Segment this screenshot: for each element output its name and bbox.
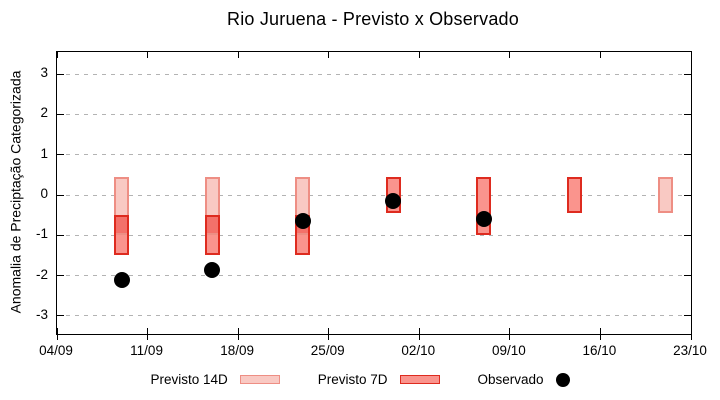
x-tick-label: 16/10 xyxy=(582,343,617,358)
legend-item-previsto-7d: Previsto 7D xyxy=(318,372,440,387)
y-tick-mark-left xyxy=(57,234,64,236)
observado-dot xyxy=(204,261,221,278)
plot-area xyxy=(56,51,692,340)
legend-label-previsto-14d: Previsto 14D xyxy=(150,372,228,387)
y-tick-label: 0 xyxy=(40,186,48,201)
x-tick-mark-bottom xyxy=(599,328,601,340)
y-tick-label: -1 xyxy=(35,226,48,242)
y-tick-label: 2 xyxy=(40,105,48,121)
x-tick-mark-top xyxy=(147,52,149,58)
observado-dot xyxy=(113,271,130,288)
y-tick-mark-right xyxy=(684,113,691,115)
observado-dot-icon xyxy=(555,372,570,387)
previsto-14d-swatch-icon xyxy=(239,375,280,384)
gridline xyxy=(57,154,691,156)
previsto-7d-swatch-icon xyxy=(399,375,440,384)
y-tick-label: 1 xyxy=(40,145,48,161)
y-tick-mark-left xyxy=(57,113,64,115)
gridline xyxy=(57,234,691,236)
x-tick-label: 04/09 xyxy=(39,343,73,358)
previsto-14d-bar xyxy=(657,176,673,214)
y-tick-mark-right xyxy=(684,275,691,277)
y-tick-mark-right xyxy=(684,194,691,196)
x-tick-label: 25/09 xyxy=(310,343,345,358)
gridline xyxy=(57,194,691,196)
x-tick-label: 23/10 xyxy=(673,343,707,358)
x-tick-mark-top xyxy=(690,52,692,58)
y-tick-mark-right xyxy=(684,154,691,156)
previsto-overlap-segment xyxy=(206,217,218,236)
gridline xyxy=(57,113,691,115)
previsto-7d-bar xyxy=(567,176,583,214)
x-tick-mark-bottom xyxy=(418,328,420,340)
x-tick-mark-top xyxy=(509,52,511,58)
legend-label-previsto-7d: Previsto 7D xyxy=(317,372,388,387)
legend: Previsto 14D Previsto 7D Observado xyxy=(0,372,720,387)
y-tick-mark-right xyxy=(684,234,691,236)
gridline xyxy=(57,73,691,75)
y-tick-mark-left xyxy=(57,275,64,277)
x-tick-label: 11/09 xyxy=(130,343,163,358)
x-tick-mark-bottom xyxy=(56,328,58,340)
x-tick-mark-top xyxy=(237,52,239,58)
y-tick-mark-left xyxy=(57,73,64,75)
y-tick-mark-left xyxy=(57,194,64,196)
chart-title: Rio Juruena - Previsto x Observado xyxy=(227,9,519,29)
x-tick-mark-top xyxy=(599,52,601,58)
observado-dot xyxy=(385,193,402,210)
y-tick-mark-left xyxy=(57,154,64,156)
x-tick-mark-top xyxy=(328,52,330,58)
y-tick-mark-left xyxy=(57,315,64,317)
x-tick-mark-bottom xyxy=(328,328,330,340)
observado-dot xyxy=(475,211,492,228)
y-tick-label: -3 xyxy=(35,306,48,322)
y-tick-label: -2 xyxy=(35,266,48,282)
x-tick-mark-bottom xyxy=(509,328,511,340)
y-tick-mark-right xyxy=(684,73,691,75)
previsto-overlap-segment xyxy=(116,217,128,236)
x-tick-label: 02/10 xyxy=(401,343,436,358)
legend-item-observado: Observado xyxy=(478,372,570,387)
legend-item-previsto-14d: Previsto 14D xyxy=(150,372,280,387)
x-tick-label: 18/09 xyxy=(220,343,255,358)
y-tick-mark-right xyxy=(684,315,691,317)
observado-dot xyxy=(294,213,311,230)
x-tick-mark-bottom xyxy=(690,328,692,340)
x-tick-mark-bottom xyxy=(237,328,239,340)
legend-label-observado: Observado xyxy=(477,372,544,387)
gridline xyxy=(57,275,691,277)
gridline xyxy=(57,315,691,317)
x-tick-mark-top xyxy=(56,52,58,58)
x-tick-mark-bottom xyxy=(147,328,149,340)
x-tick-label: 09/10 xyxy=(491,343,526,358)
y-tick-label: 3 xyxy=(40,65,48,81)
x-tick-mark-top xyxy=(418,52,420,58)
